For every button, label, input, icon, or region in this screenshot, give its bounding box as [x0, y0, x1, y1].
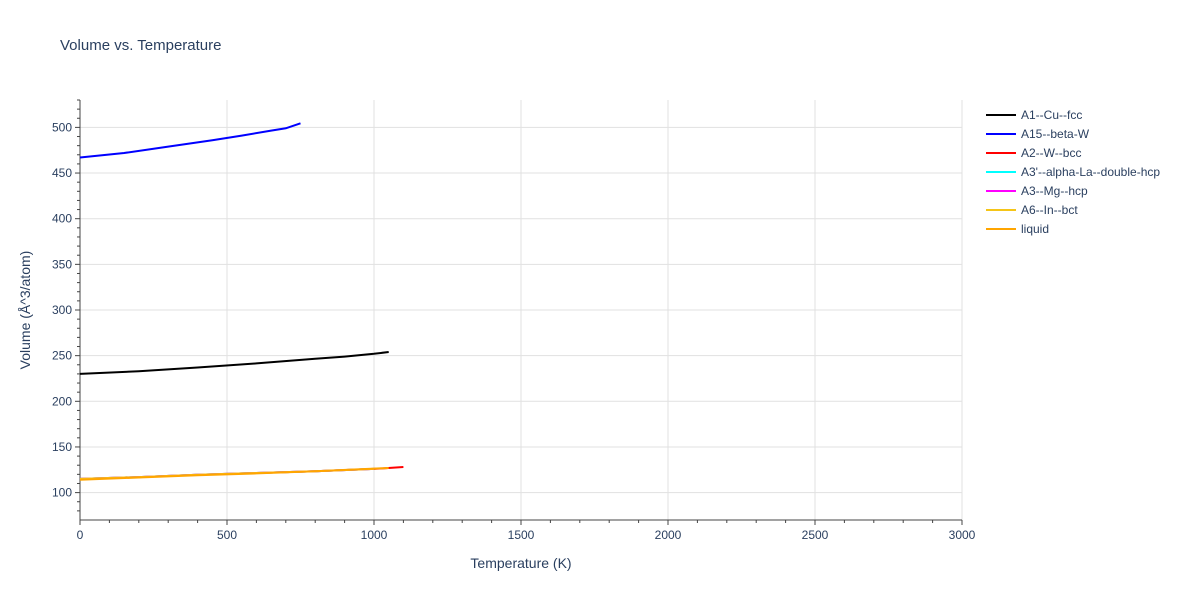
legend-item-5[interactable]: A6--In--bct [986, 203, 1078, 217]
legend-label: A6--In--bct [1021, 203, 1078, 217]
legend-label: A1--Cu--fcc [1021, 108, 1082, 122]
legend-label: A2--W--bcc [1021, 146, 1081, 160]
x-tick-label: 1500 [508, 528, 535, 542]
y-axis-title: Volume (Å^3/atom) [17, 251, 33, 370]
legend-label: A3'--alpha-La--double-hcp [1021, 165, 1160, 179]
y-tick-label: 200 [52, 394, 72, 408]
legend-item-3[interactable]: A3'--alpha-La--double-hcp [986, 165, 1160, 179]
plot-lines [79, 122, 404, 481]
y-tick-label: 400 [52, 212, 72, 226]
legend-item-4[interactable]: A3--Mg--hcp [986, 184, 1088, 198]
y-tick-label: 500 [52, 120, 72, 134]
x-tick-label: 500 [217, 528, 237, 542]
chart-title: Volume vs. Temperature [60, 37, 221, 54]
x-tick-label: 1000 [361, 528, 388, 542]
x-tick-label: 2500 [802, 528, 829, 542]
legend-label: A3--Mg--hcp [1021, 184, 1088, 198]
y-tick-label: 300 [52, 303, 72, 317]
x-axis-title: Temperature (K) [470, 555, 571, 571]
legend-item-2[interactable]: A2--W--bcc [986, 146, 1081, 160]
y-tick-label: 100 [52, 486, 72, 500]
grid [80, 100, 963, 520]
axes: 0 500 1000 1500 2000 2500 3000 100 150 200 250 300 3… [52, 99, 976, 542]
y-tick-label: 150 [52, 440, 72, 454]
y-tick-label: 250 [52, 349, 72, 363]
series-line-1 [79, 122, 301, 159]
legend-label: A15--beta-W [1021, 127, 1090, 141]
y-tick-label: 450 [52, 166, 72, 180]
x-tick-label: 2000 [655, 528, 682, 542]
x-tick-label: 3000 [949, 528, 976, 542]
legend-item-6[interactable]: liquid [986, 222, 1049, 236]
legend-item-0[interactable]: A1--Cu--fcc [986, 108, 1082, 122]
legend-item-1[interactable]: A15--beta-W [986, 127, 1090, 141]
legend-label: liquid [1021, 222, 1049, 236]
series-line-0 [79, 351, 389, 375]
series-line-6 [79, 467, 389, 481]
x-tick-label: 0 [77, 528, 84, 542]
y-tick-label: 350 [52, 257, 72, 271]
legend[interactable]: A1--Cu--fcc A15--beta-W A2--W--bcc A3'--alp… [986, 108, 1160, 236]
